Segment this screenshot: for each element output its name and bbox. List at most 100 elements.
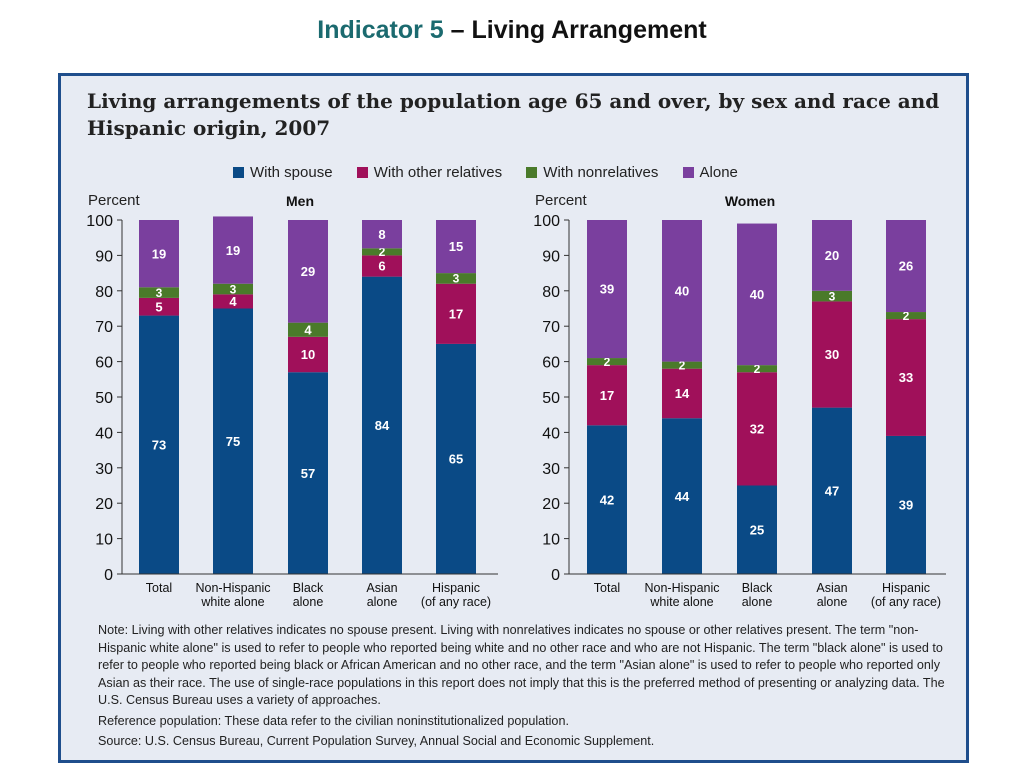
y-tick-label: 30 (542, 461, 560, 478)
bar-segment (737, 365, 777, 373)
y-tick-label: 70 (95, 319, 113, 336)
category-label: alone (742, 595, 773, 609)
data-label: 42 (600, 492, 614, 507)
bar-segment (139, 297, 179, 316)
data-label: 33 (899, 370, 913, 385)
notes: Note: Living with other relatives indica… (98, 622, 958, 754)
legend-swatch-alone (682, 167, 694, 178)
bar-segment (662, 361, 702, 369)
data-label: 39 (600, 282, 614, 297)
bar-segment (812, 220, 852, 291)
bar-segment (812, 407, 852, 574)
bar-segment (362, 255, 402, 277)
note-text: Note: Living with other relatives indica… (98, 623, 945, 707)
y-tick-label: 50 (95, 390, 113, 407)
slide-title-accent: Indicator 5 (317, 16, 444, 44)
bar-segment (886, 312, 926, 320)
y-tick-label: 20 (95, 496, 113, 513)
data-label: 39 (899, 498, 913, 513)
chart-title: Men (286, 193, 314, 209)
y-tick-label: 0 (551, 567, 560, 584)
data-label: 44 (675, 489, 690, 504)
source-text: Source: U.S. Census Bureau, Current Popu… (98, 734, 655, 748)
category-label: Asian (366, 581, 397, 595)
slide-title-rest: – Living Arrangement (443, 16, 707, 44)
chart-title: Women (725, 193, 775, 209)
data-label: 17 (600, 388, 614, 403)
bar-segment (812, 290, 852, 302)
data-label: 19 (226, 243, 240, 258)
y-tick-label: 60 (542, 355, 560, 372)
chart-women: Percent Women 0 10 20 30 40 50 60 70 80 90 100 42 17 2 3… (533, 192, 946, 609)
bar-segment (662, 220, 702, 362)
bar-segment (213, 294, 253, 309)
y-tick-label: 70 (542, 319, 560, 336)
data-label: 17 (449, 306, 463, 321)
bar-segment (587, 425, 627, 574)
data-label: 25 (750, 522, 764, 537)
data-label: 20 (825, 248, 839, 263)
data-label: 8 (378, 227, 385, 242)
data-label: 6 (378, 259, 385, 274)
y-tick-label: 90 (95, 248, 113, 265)
bar-segment (139, 287, 179, 298)
category-label: alone (293, 595, 324, 609)
category-label: Black (742, 581, 773, 595)
data-label: 40 (750, 287, 764, 302)
category-label: Black (293, 581, 324, 595)
data-label: 57 (301, 466, 315, 481)
data-label: 84 (375, 418, 390, 433)
category-label: white alone (200, 595, 264, 609)
legend-swatch-with-other-relatives (356, 167, 368, 178)
bar-segment (737, 372, 777, 486)
y-tick-label: 30 (95, 461, 113, 478)
bar-segment (436, 283, 476, 344)
chart-men: Percent Men0102030405060708090100735319To… (86, 192, 498, 609)
legend: With spouse With other relatives With no… (233, 164, 758, 181)
legend-item-with-spouse: With spouse (233, 164, 333, 181)
bar-segment (662, 418, 702, 574)
legend-item-with-other-relatives: With other relatives (356, 164, 502, 181)
slide-title: Indicator 5 – Living Arrangement (0, 16, 1024, 45)
data-label: 75 (226, 434, 240, 449)
bar-segment (436, 220, 476, 274)
category-label: Total (146, 581, 172, 595)
data-label: 30 (825, 347, 839, 362)
data-label: 14 (675, 386, 690, 401)
category-label: alone (367, 595, 398, 609)
bar-segment (812, 301, 852, 408)
bar-segment (436, 343, 476, 574)
legend-swatch-with-nonrelatives (526, 167, 538, 178)
data-label: 3 (829, 289, 836, 303)
data-label: 32 (750, 422, 764, 437)
data-label: 3 (156, 286, 163, 300)
bar-segment (587, 358, 627, 366)
legend-swatch-with-spouse (233, 167, 244, 178)
bar-segment (288, 336, 328, 373)
legend-label-with-spouse: With spouse (250, 164, 333, 181)
category-label: Asian (816, 581, 847, 595)
bar-segment (288, 322, 328, 337)
y-axis-label: Percent (88, 192, 141, 209)
bar-segment (288, 220, 328, 323)
y-tick-label: 40 (95, 425, 113, 442)
y-tick-label: 50 (542, 390, 560, 407)
bar-segment (213, 216, 253, 284)
bar-segment (587, 220, 627, 359)
y-tick-label: 10 (542, 532, 560, 549)
data-label: 15 (449, 239, 463, 254)
legend-label-with-nonrelatives: With nonrelatives (543, 164, 659, 181)
data-label: 19 (152, 246, 166, 261)
bar-segment (587, 365, 627, 426)
category-label: Non-Hispanic (195, 581, 270, 595)
bar-segment (662, 368, 702, 419)
bar-segment (288, 372, 328, 574)
bar-segment (886, 319, 926, 436)
category-label: Hispanic (432, 581, 480, 595)
figure-title-line2: Hispanic origin, 2007 (87, 116, 331, 140)
y-tick-label: 60 (95, 355, 113, 372)
data-label: 3 (453, 272, 460, 286)
bar-segment (362, 276, 402, 574)
category-label: (of any race) (871, 595, 941, 609)
y-tick-label: 0 (104, 567, 113, 584)
